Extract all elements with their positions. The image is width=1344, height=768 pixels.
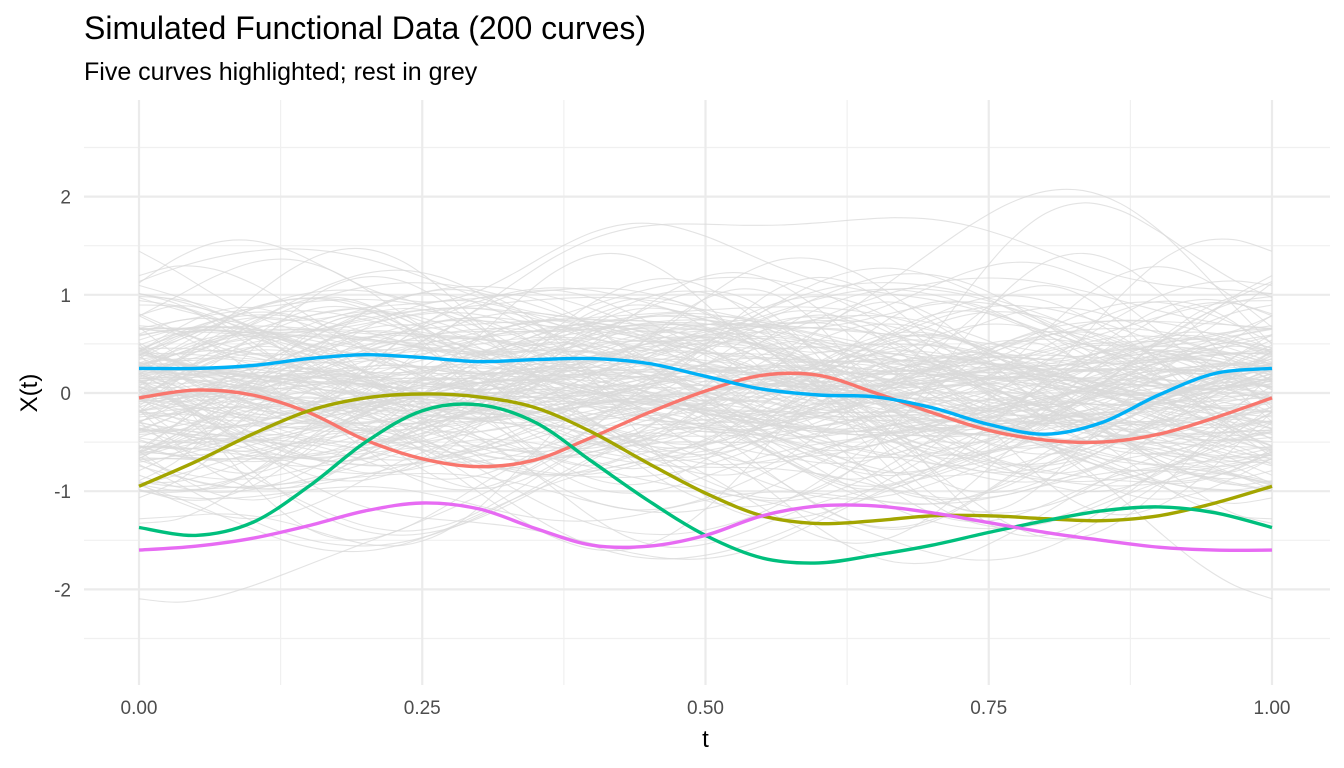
chart-title: Simulated Functional Data (200 curves): [84, 10, 647, 46]
highlight-red-curve: [138, 371, 1273, 469]
background-curve: [138, 328, 1273, 493]
background-curve: [138, 355, 1273, 458]
background-curve: [138, 301, 1273, 387]
background-curve: [138, 432, 1273, 565]
background-curve: [138, 323, 1273, 424]
background-curve: [138, 329, 1273, 508]
background-curve: [138, 314, 1273, 407]
background-curve: [138, 300, 1273, 541]
background-curve: [138, 409, 1273, 603]
background-curve: [138, 438, 1273, 520]
y-axis-title: X(t): [16, 374, 43, 413]
background-curve: [138, 362, 1273, 453]
background-curve: [138, 248, 1273, 444]
background-curve: [138, 222, 1273, 356]
background-curve: [138, 277, 1273, 399]
background-curve: [138, 381, 1273, 560]
y-tick-label: 1: [60, 286, 71, 307]
highlight-magenta-curve: [138, 501, 1273, 553]
x-tick-label: 0.25: [404, 698, 441, 719]
background-curve: [138, 217, 1273, 358]
chart-subtitle: Five curves highlighted; rest in grey: [84, 58, 478, 86]
highlight-green-curve: [138, 402, 1273, 565]
x-tick-label: 0.00: [121, 698, 158, 719]
x-axis-title: t: [702, 726, 709, 753]
y-tick-label: -1: [54, 482, 71, 503]
y-tick-label: 2: [60, 188, 71, 209]
background-curve: [138, 301, 1273, 442]
x-tick-label: 1.00: [1254, 698, 1291, 719]
y-tick-label: -2: [54, 580, 71, 601]
background-curve: [138, 288, 1273, 520]
background-curve: [138, 393, 1273, 524]
background-curve: [138, 307, 1273, 396]
background-curve: [138, 398, 1273, 487]
background-curve: [138, 336, 1273, 436]
background-curve: [138, 400, 1273, 500]
background-curve: [138, 261, 1273, 400]
background-curve: [138, 325, 1273, 399]
background-curve: [138, 278, 1273, 529]
highlight-blue-curve: [138, 352, 1273, 436]
background-curve: [138, 310, 1273, 423]
background-curve: [138, 316, 1273, 455]
x-tick-label: 0.75: [970, 698, 1007, 719]
background-curve: [138, 269, 1273, 474]
x-tick-label: 0.50: [687, 698, 724, 719]
background-curve: [138, 326, 1273, 444]
y-tick-label: 0: [60, 384, 71, 405]
highlight-olive-curve: [138, 392, 1273, 526]
background-curve: [138, 340, 1273, 428]
background-curve: [138, 311, 1273, 475]
background-curve: [138, 304, 1273, 388]
background-curve: [138, 372, 1273, 461]
background-curve: [138, 445, 1273, 561]
background-curve: [138, 288, 1273, 456]
background-curve: [138, 310, 1273, 451]
background-curve: [138, 298, 1273, 366]
background-curve: [138, 323, 1273, 417]
background-curve: [138, 331, 1273, 411]
background-curve: [138, 314, 1273, 462]
background-curve: [138, 257, 1273, 377]
background-curve: [138, 280, 1273, 430]
background-curve: [138, 367, 1273, 422]
background-curve: [138, 375, 1273, 511]
